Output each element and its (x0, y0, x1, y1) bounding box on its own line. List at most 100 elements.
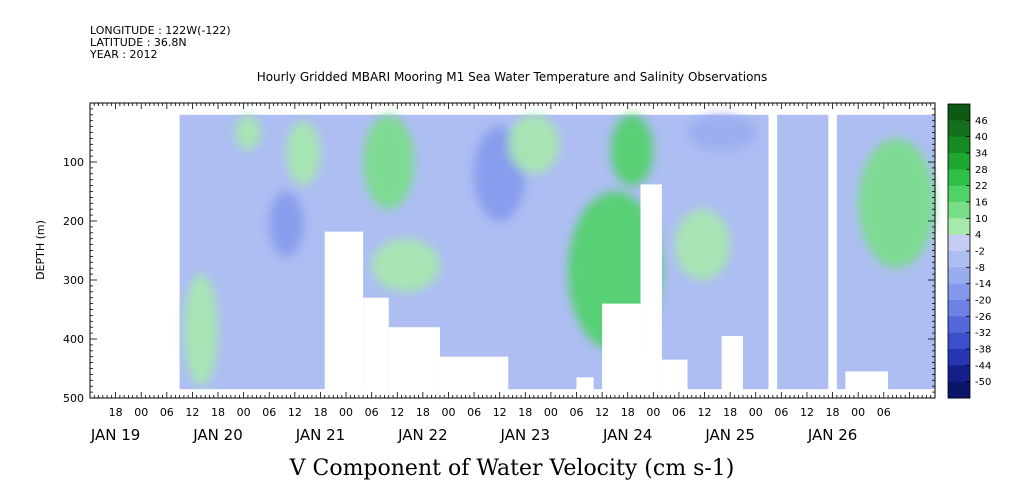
x-hour-label: 18 (518, 406, 532, 419)
x-hour-label: 00 (339, 406, 353, 419)
x-hour-label: 00 (441, 406, 455, 419)
colorbar-swatch (948, 218, 970, 236)
x-hour-label: 18 (313, 406, 327, 419)
heatmap-cell (269, 191, 304, 257)
missing-column (828, 104, 837, 397)
missing-region (602, 303, 641, 397)
y-tick-label: 300 (63, 274, 84, 287)
heatmap-cell (286, 120, 321, 186)
colorbar-label: 28 (975, 165, 988, 176)
colorbar-label: -8 (975, 263, 985, 274)
x-day-label: JAN 26 (807, 426, 858, 444)
colorbar-swatch (948, 332, 970, 350)
x-axis-title: V Component of Water Velocity (cm s-1) (289, 456, 735, 481)
longitude-label: LONGITUDE : 122W(-122) (90, 24, 231, 37)
colorbar-label: -38 (975, 345, 991, 356)
x-day-label: JAN 19 (90, 426, 141, 444)
colorbar-swatch (948, 316, 970, 334)
x-hour-label: 06 (877, 406, 891, 419)
colorbar-swatch (948, 169, 970, 187)
x-hour-label: 18 (723, 406, 737, 419)
colorbar-label: 40 (975, 132, 988, 143)
colorbar-label: 10 (975, 214, 988, 225)
heatmap-cell (235, 114, 261, 151)
colorbar-label: 22 (975, 181, 988, 192)
chart-title: Hourly Gridded MBARI Mooring M1 Sea Wate… (256, 70, 768, 84)
colorbar: 46 40 34 28 22 16 10 4 -2 -8 -14 -20 -26 -32 -38 -44 -50 (947, 103, 991, 399)
x-hour-label: 12 (800, 406, 814, 419)
colorbar-swatch (948, 300, 970, 317)
colorbar-label: 4 (975, 230, 981, 241)
colorbar-swatch (948, 267, 970, 285)
x-hour-label: 18 (109, 406, 123, 419)
heatmap-cell (363, 114, 415, 210)
colorbar-label: -44 (975, 361, 991, 372)
colorbar-label: 34 (975, 149, 988, 160)
missing-region (388, 327, 440, 397)
heatmap-cell (858, 138, 935, 269)
colorbar-label: -32 (975, 328, 991, 339)
axes-layer: 100 200 300 400 500 18 00 06 12 18 00 06 12 18 00 06 12 1… (63, 103, 935, 444)
heatmap-cell (687, 114, 756, 151)
colorbar-label: -20 (975, 296, 991, 307)
colorbar-label: 16 (975, 198, 988, 209)
y-tick-label: 400 (63, 333, 84, 346)
x-hour-label: 06 (672, 406, 686, 419)
x-hour-label: 06 (365, 406, 379, 419)
x-hour-label: 18 (621, 406, 635, 419)
y-axis-label: DEPTH (m) (34, 220, 47, 280)
y-tick-label: 500 (63, 392, 84, 405)
missing-region (363, 297, 389, 397)
x-hour-label: 00 (646, 406, 660, 419)
missing-region (439, 356, 509, 397)
x-hour-label: 12 (595, 406, 609, 419)
missing-region (721, 336, 743, 397)
x-hour-label: 00 (544, 406, 558, 419)
x-hour-label: 00 (237, 406, 251, 419)
x-hour-label: 06 (467, 406, 481, 419)
heatmap-layer (179, 114, 935, 390)
missing-region (324, 231, 364, 397)
x-hour-label: 12 (698, 406, 712, 419)
colorbar-swatch (948, 234, 970, 252)
colorbar-swatch (948, 365, 970, 383)
colorbar-swatch (948, 349, 970, 366)
x-hour-label: 18 (211, 406, 225, 419)
heatmap-cell (508, 114, 560, 174)
x-hour-label: 06 (774, 406, 788, 419)
colorbar-swatch (948, 136, 970, 154)
x-hour-label: 06 (570, 406, 584, 419)
x-hour-label: 06 (160, 406, 174, 419)
x-day-label: JAN 22 (397, 426, 448, 444)
x-hour-label: 00 (851, 406, 865, 419)
x-day-label: JAN 25 (704, 426, 755, 444)
x-hour-label: 06 (262, 406, 276, 419)
x-hour-label: 12 (493, 406, 507, 419)
x-day-label: JAN 23 (500, 426, 551, 444)
colorbar-label: -50 (975, 377, 991, 388)
x-hour-label: 00 (134, 406, 148, 419)
x-hour-label: 12 (390, 406, 404, 419)
colorbar-swatch (948, 104, 970, 121)
colorbar-label: -14 (975, 279, 991, 290)
x-day-label: JAN 21 (295, 426, 346, 444)
missing-region (845, 371, 889, 397)
colorbar-swatch (948, 185, 970, 203)
colorbar-swatch (948, 120, 970, 138)
x-hour-label: 18 (416, 406, 430, 419)
heatmap-cell (610, 114, 654, 186)
x-hour-label: 18 (826, 406, 840, 419)
missing-column (768, 104, 778, 397)
missing-region (576, 377, 594, 397)
colorbar-swatch (948, 283, 970, 301)
missing-data-layer (324, 104, 889, 397)
x-hour-label: 00 (749, 406, 763, 419)
latitude-label: LATITUDE : 36.8N (90, 36, 187, 49)
x-day-label: JAN 20 (192, 426, 243, 444)
heatmap-cell (183, 274, 219, 387)
colorbar-swatch (948, 202, 970, 219)
colorbar-swatch (948, 381, 970, 399)
year-label: YEAR : 2012 (90, 48, 158, 61)
x-hour-label: 12 (288, 406, 302, 419)
